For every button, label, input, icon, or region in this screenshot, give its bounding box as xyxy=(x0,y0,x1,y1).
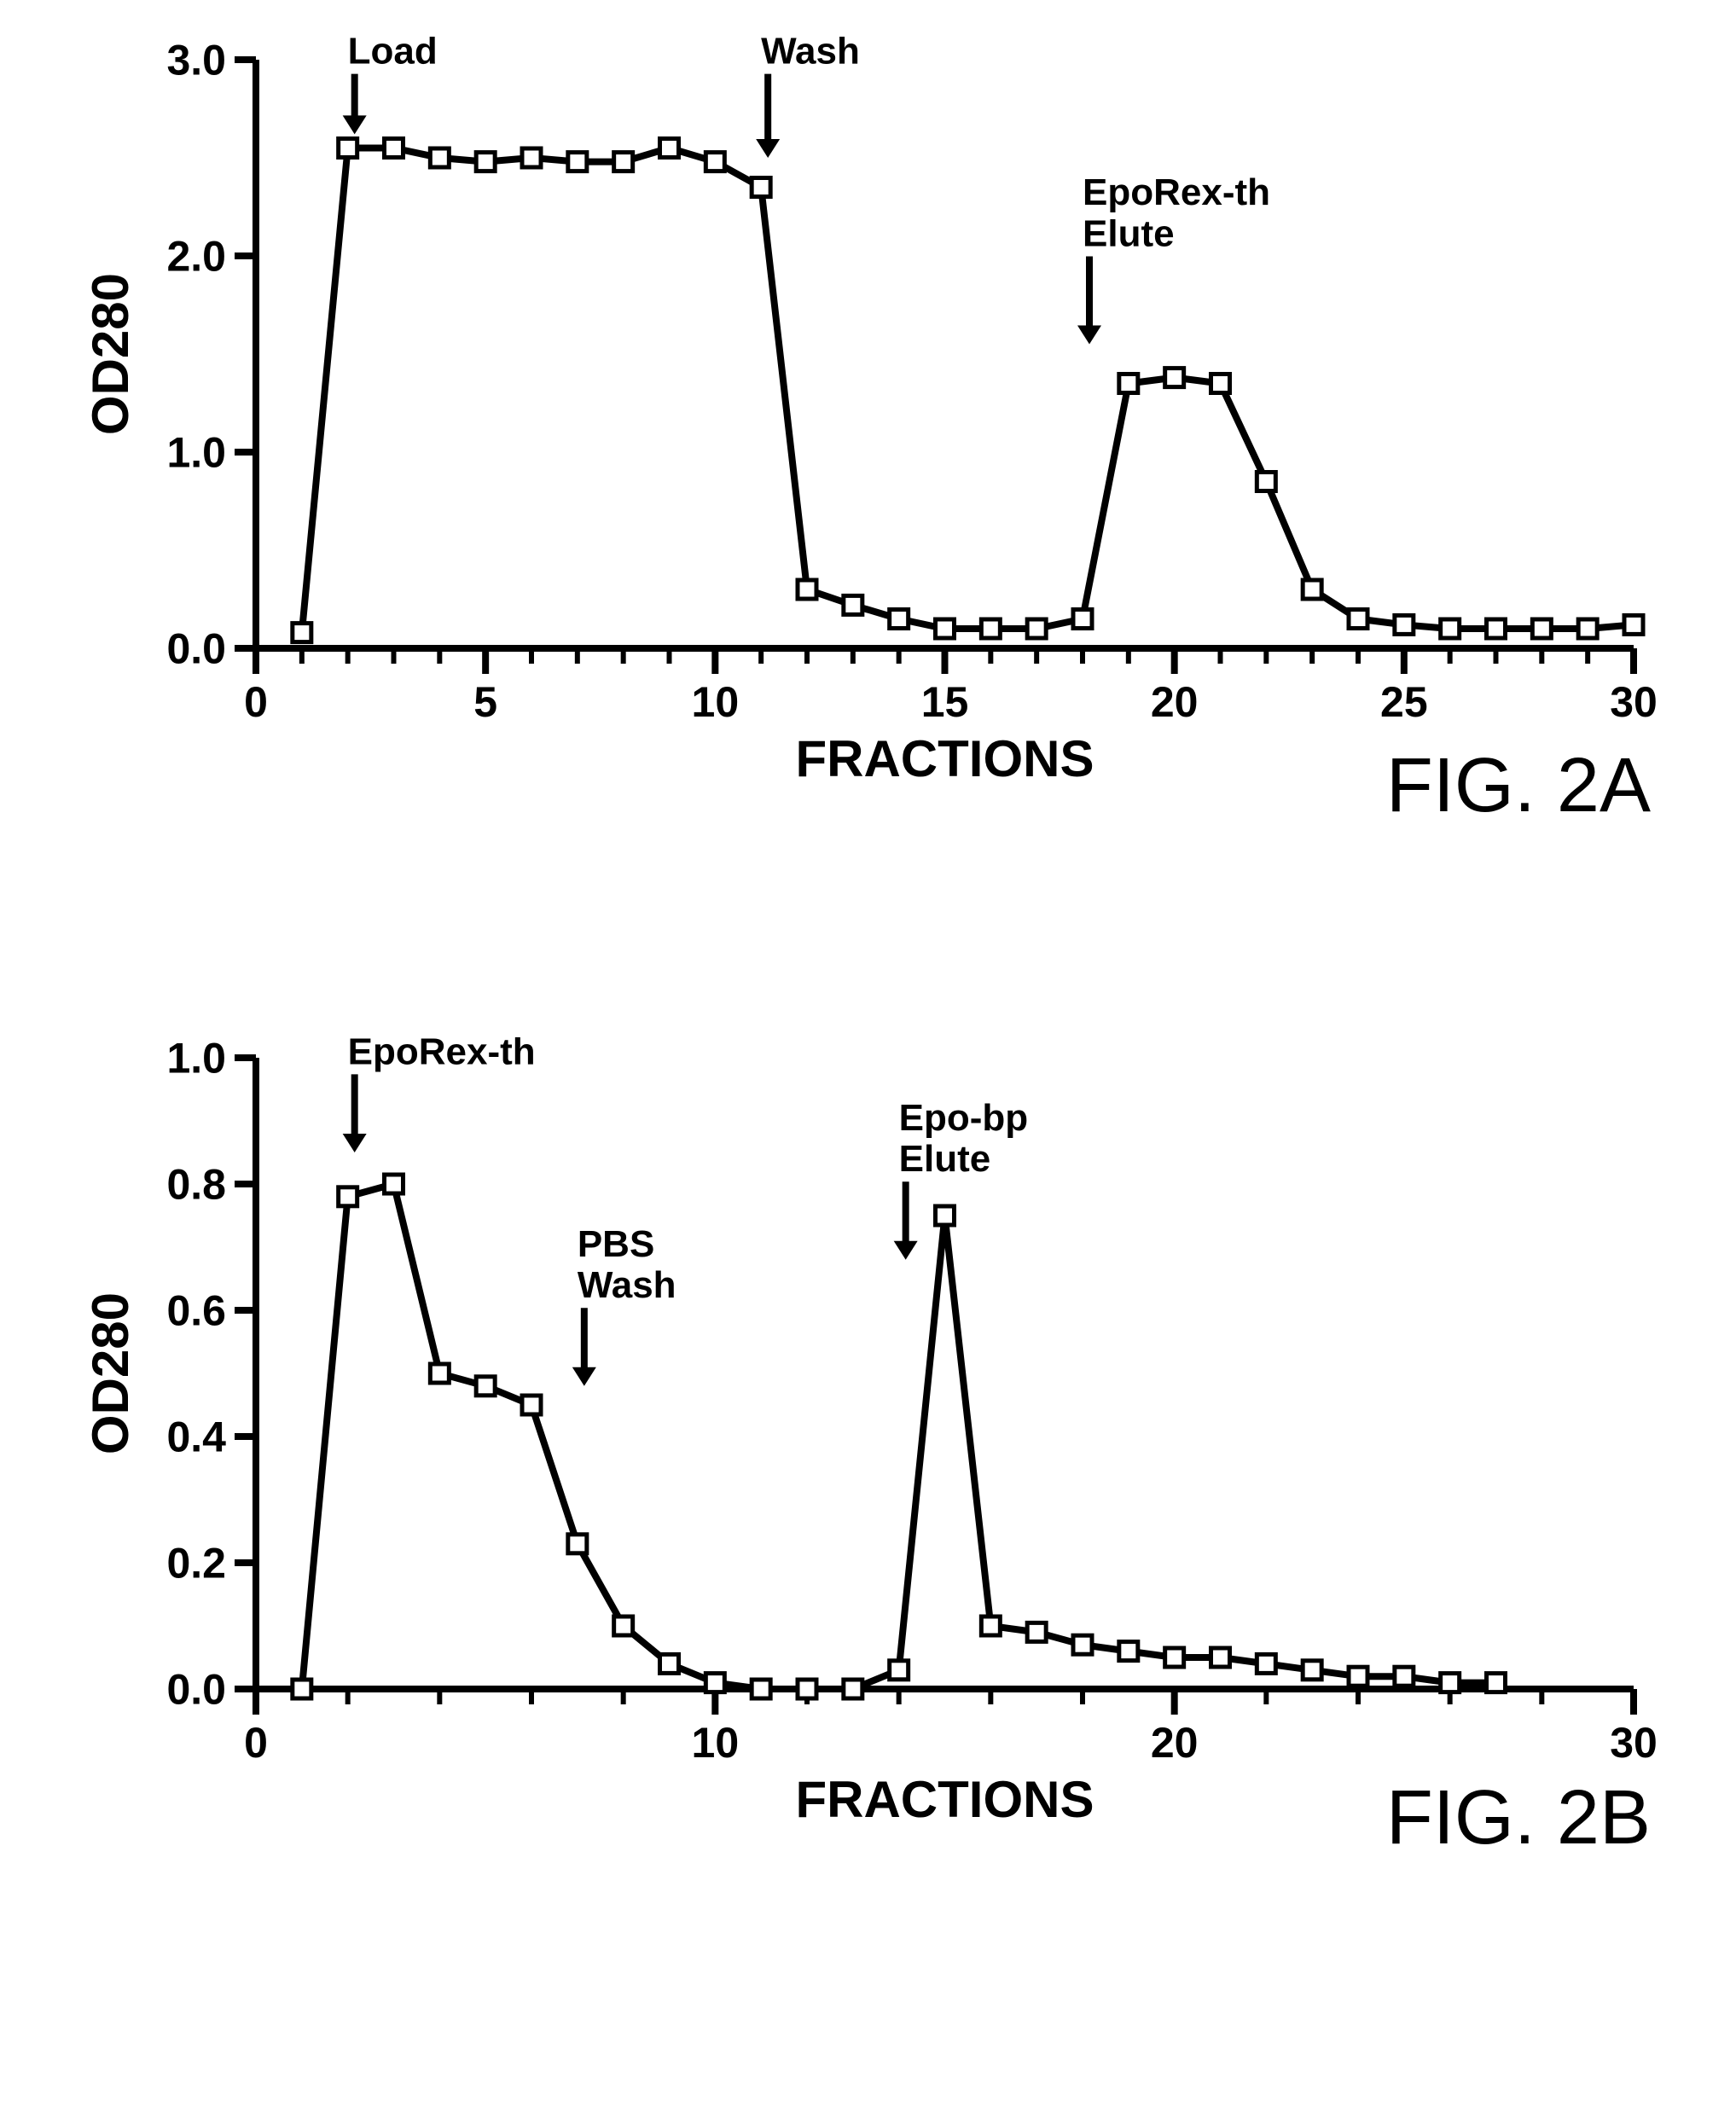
svg-text:15: 15 xyxy=(921,678,969,726)
svg-text:Load: Load xyxy=(348,34,438,73)
svg-text:0.0: 0.0 xyxy=(166,625,226,673)
svg-text:20: 20 xyxy=(1151,1719,1199,1767)
svg-text:Wash: Wash xyxy=(578,1264,676,1306)
svg-text:0: 0 xyxy=(244,678,268,726)
svg-text:0: 0 xyxy=(244,1719,268,1767)
svg-text:Wash: Wash xyxy=(761,34,860,73)
svg-text:20: 20 xyxy=(1151,678,1199,726)
figure-b-label: FIG. 2B xyxy=(1386,1774,1651,1862)
svg-text:10: 10 xyxy=(692,678,740,726)
chart-a: 0.01.02.03.0051015202530OD280FRACTIONSSa… xyxy=(34,34,1702,802)
svg-text:Elute: Elute xyxy=(1083,213,1175,255)
svg-text:FRACTIONS: FRACTIONS xyxy=(796,730,1094,787)
svg-text:2.0: 2.0 xyxy=(166,233,226,281)
svg-text:Elute: Elute xyxy=(899,1138,991,1180)
svg-text:PBS: PBS xyxy=(578,1223,654,1265)
svg-text:25: 25 xyxy=(1380,678,1428,726)
figure-a-label: FIG. 2A xyxy=(1386,742,1651,830)
svg-text:0.2: 0.2 xyxy=(166,1540,226,1588)
svg-text:OD280: OD280 xyxy=(82,273,139,435)
chart-b-block: 0.00.20.40.60.81.00102030OD280FRACTIONSS… xyxy=(34,1032,1702,1971)
svg-text:EpoRex-th: EpoRex-th xyxy=(348,1032,536,1072)
svg-text:3.0: 3.0 xyxy=(166,37,226,84)
svg-text:10: 10 xyxy=(692,1719,740,1767)
svg-text:OD280: OD280 xyxy=(82,1292,139,1454)
svg-text:5: 5 xyxy=(473,678,497,726)
svg-text:FRACTIONS: FRACTIONS xyxy=(796,1771,1094,1828)
svg-text:30: 30 xyxy=(1610,1719,1658,1767)
svg-text:30: 30 xyxy=(1610,678,1658,726)
figure-container: 0.01.02.03.0051015202530OD280FRACTIONSSa… xyxy=(34,34,1702,1971)
chart-b: 0.00.20.40.60.81.00102030OD280FRACTIONSS… xyxy=(34,1032,1702,1843)
svg-text:0.0: 0.0 xyxy=(166,1666,226,1714)
svg-text:EpoRex-th: EpoRex-th xyxy=(1083,171,1270,213)
svg-text:Epo-bp: Epo-bp xyxy=(899,1097,1029,1139)
svg-text:0.6: 0.6 xyxy=(166,1287,226,1335)
chart-a-block: 0.01.02.03.0051015202530OD280FRACTIONSSa… xyxy=(34,34,1702,930)
svg-text:1.0: 1.0 xyxy=(166,1035,226,1083)
svg-text:0.8: 0.8 xyxy=(166,1161,226,1209)
svg-text:1.0: 1.0 xyxy=(166,429,226,477)
svg-text:0.4: 0.4 xyxy=(166,1413,226,1461)
